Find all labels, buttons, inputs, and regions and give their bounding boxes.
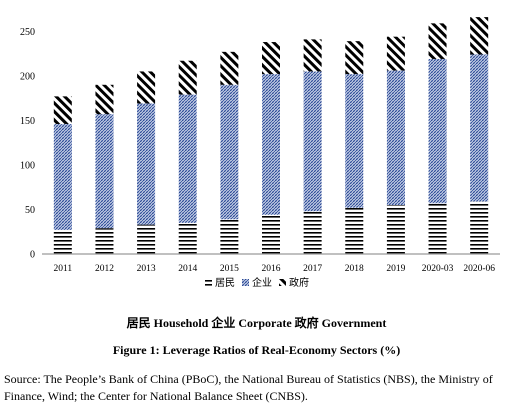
bar-segment: [345, 74, 364, 208]
bar-segment: [95, 84, 114, 115]
x-tick-label: 2018: [345, 264, 364, 274]
bar-segment: [95, 228, 114, 254]
stacked-bar-chart: 0 50 100 150 200 250 2011 2012 2013 2014 2015 2016 2…: [20, 17, 500, 289]
bar-segment: [53, 229, 72, 254]
bar-segment: [345, 207, 364, 254]
bar-segment: [220, 51, 239, 85]
x-tick-label: 2014: [178, 264, 197, 274]
y-tick-label: 200: [20, 71, 35, 82]
bar-segment: [303, 39, 322, 72]
figure-title: Figure 1: Leverage Ratios of Real-Econom…: [112, 343, 401, 357]
bar-segment: [53, 123, 72, 230]
x-tick-label: 2019: [386, 264, 405, 274]
bar-segment: [470, 54, 489, 202]
bar-segment: [345, 41, 364, 75]
bar-segment: [262, 42, 280, 75]
y-tick-label: 50: [25, 205, 35, 216]
bar-segment: [53, 96, 72, 124]
bar-segment: [386, 205, 405, 254]
bar-segment: [220, 219, 239, 254]
x-tick-label: 2013: [137, 264, 156, 274]
legend-swatch: [279, 279, 286, 286]
bar-segment: [386, 36, 405, 71]
legend-swatch: [205, 279, 212, 286]
bar-segment: [428, 23, 447, 59]
bar-segment: [428, 58, 447, 204]
source-note: Source: The People’s Bank of China (PBoC…: [4, 372, 493, 403]
legend-label: 政府: [289, 276, 309, 289]
x-tick-label: 2015: [220, 264, 239, 274]
bar-segment: [178, 60, 197, 95]
bar-segment: [220, 84, 239, 220]
bar-segment: [137, 71, 156, 104]
x-tick-label: 2017: [303, 264, 322, 274]
x-tick-label: 2020-06: [463, 264, 495, 274]
y-tick-label: 100: [20, 160, 35, 171]
legend-swatch: [242, 279, 249, 286]
bar-segment: [137, 224, 156, 254]
bar-segment: [178, 94, 197, 223]
y-tick-label: 250: [20, 27, 35, 38]
x-tick-label: 2012: [95, 264, 114, 274]
bar-segment: [470, 201, 489, 254]
y-tick-label: 0: [30, 250, 35, 261]
x-tick-label: 2011: [53, 264, 72, 274]
bar-segment: [262, 74, 280, 215]
bar-segment: [95, 114, 114, 229]
bar-segment: [428, 203, 447, 254]
bar-segment: [137, 103, 156, 225]
bar-segment: [303, 71, 322, 212]
bar-segment: [303, 211, 322, 254]
y-tick-label: 150: [20, 116, 35, 127]
bar-segment: [386, 70, 405, 206]
bar-segment: [178, 222, 197, 254]
legend-label: 居民: [215, 277, 235, 289]
x-tick-label: 2020-03: [422, 264, 454, 274]
bar-segment: [262, 214, 280, 254]
x-tick-label: 2016: [262, 264, 281, 274]
chart-caption-sectors: 居民 Household 企业 Corporate 政府 Government: [126, 316, 387, 330]
bar-segment: [470, 17, 489, 55]
legend-label: 企业: [252, 276, 272, 289]
